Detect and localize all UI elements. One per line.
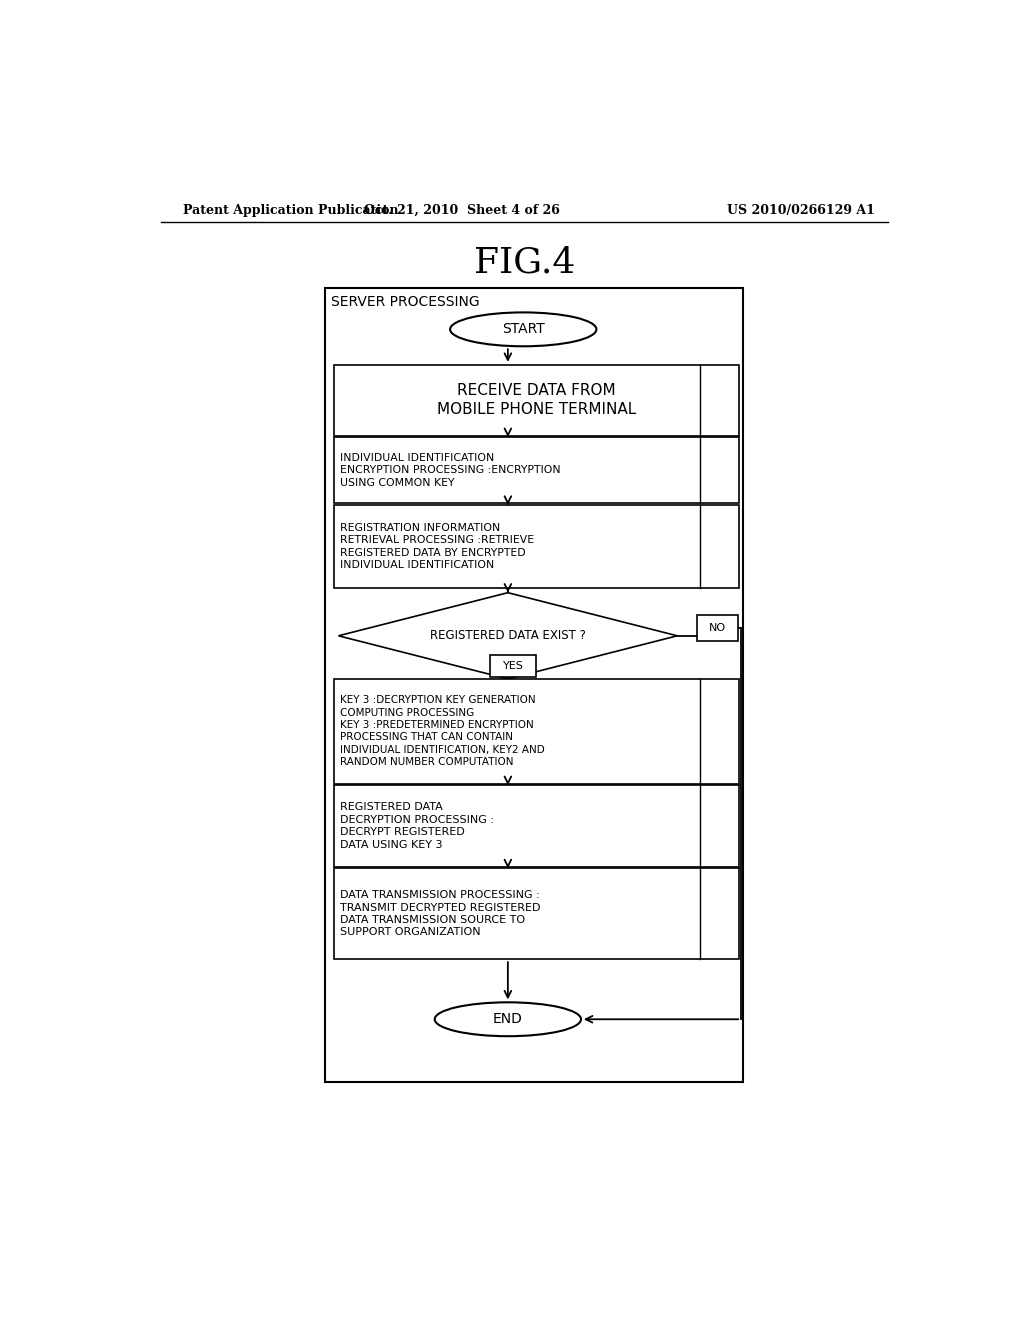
Text: US 2010/0266129 A1: US 2010/0266129 A1 <box>726 205 874 218</box>
Text: START: START <box>502 322 545 337</box>
Bar <box>334 506 739 589</box>
Text: END: END <box>493 1012 523 1026</box>
Text: YES: YES <box>503 661 523 671</box>
Text: Oct. 21, 2010  Sheet 4 of 26: Oct. 21, 2010 Sheet 4 of 26 <box>364 205 559 218</box>
Text: NO: NO <box>710 623 726 634</box>
Bar <box>334 437 739 503</box>
Text: REGISTERED DATA EXIST ?: REGISTERED DATA EXIST ? <box>430 630 586 643</box>
Bar <box>334 364 739 436</box>
Bar <box>697 615 738 642</box>
Ellipse shape <box>451 313 596 346</box>
Text: DATA TRANSMISSION PROCESSING :
TRANSMIT DECRYPTED REGISTERED
DATA TRANSMISSION S: DATA TRANSMISSION PROCESSING : TRANSMIT … <box>340 890 541 937</box>
Text: FIG.4: FIG.4 <box>474 246 575 280</box>
Text: RECEIVE DATA FROM
MOBILE PHONE TERMINAL: RECEIVE DATA FROM MOBILE PHONE TERMINAL <box>436 383 636 417</box>
Bar <box>334 678 739 784</box>
Text: SERVER PROCESSING: SERVER PROCESSING <box>331 294 479 309</box>
Bar <box>334 869 739 960</box>
Ellipse shape <box>435 1002 581 1036</box>
Text: Patent Application Publication: Patent Application Publication <box>183 205 398 218</box>
Text: KEY 3 :DECRYPTION KEY GENERATION
COMPUTING PROCESSING
KEY 3 :PREDETERMINED ENCRY: KEY 3 :DECRYPTION KEY GENERATION COMPUTI… <box>340 696 545 767</box>
Text: INDIVIDUAL IDENTIFICATION
ENCRYPTION PROCESSING :ENCRYPTION
USING COMMON KEY: INDIVIDUAL IDENTIFICATION ENCRYPTION PRO… <box>340 453 560 487</box>
Bar <box>325 288 742 1082</box>
Polygon shape <box>339 593 677 678</box>
Text: REGISTRATION INFORMATION
RETRIEVAL PROCESSING :RETRIEVE
REGISTERED DATA BY ENCRY: REGISTRATION INFORMATION RETRIEVAL PROCE… <box>340 523 535 570</box>
Text: REGISTERED DATA
DECRYPTION PROCESSING :
DECRYPT REGISTERED
DATA USING KEY 3: REGISTERED DATA DECRYPTION PROCESSING : … <box>340 803 494 850</box>
Bar <box>490 655 537 677</box>
Bar <box>334 785 739 867</box>
